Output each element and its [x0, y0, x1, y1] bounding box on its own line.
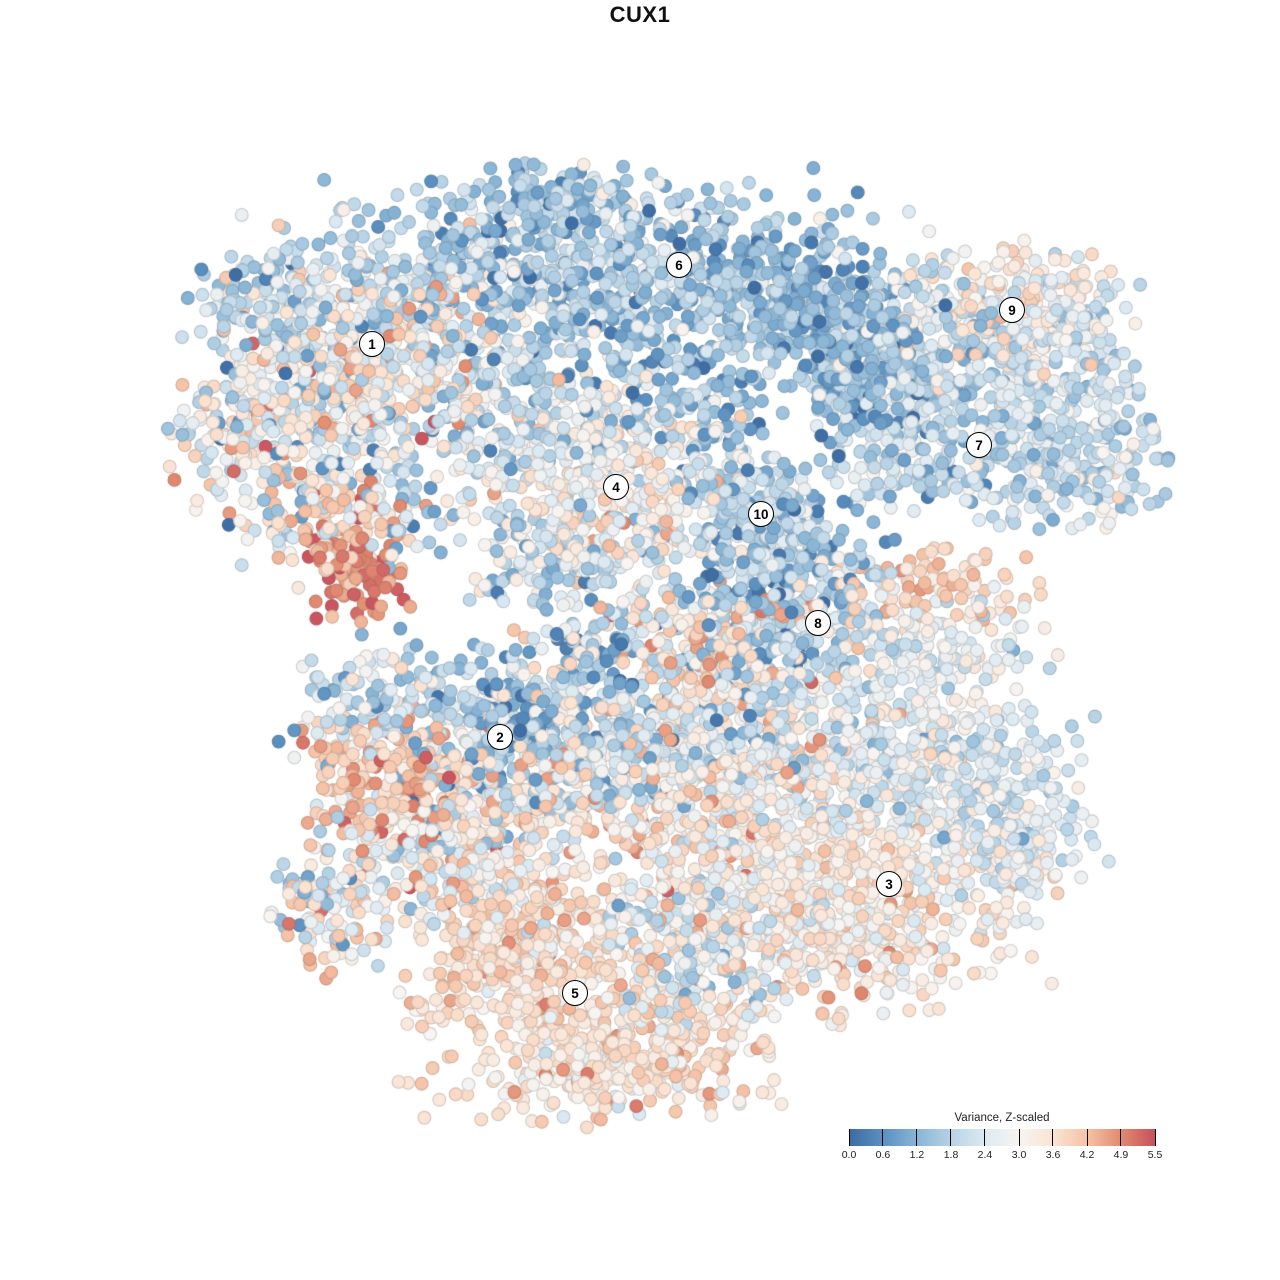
- colorbar-tickmark: [1018, 1129, 1020, 1146]
- colorbar-tick-labels: 0.0 0.6 1.2 1.8 2.4 3.0 3.6 4.2 4.9 5.5: [842, 1149, 1163, 1162]
- cluster-label-7: 7: [966, 432, 992, 458]
- colorbar-tick-label-2: 1.2: [909, 1149, 925, 1161]
- colorbar-tickmark: [1086, 1129, 1088, 1146]
- colorbar-tickmark: [916, 1129, 918, 1146]
- cluster-label-3: 3: [876, 871, 902, 897]
- cluster-label-5: 5: [562, 980, 588, 1006]
- colorbar-tick-label-1: 0.6: [875, 1149, 891, 1161]
- colorbar-tickmark: [1120, 1129, 1122, 1146]
- cluster-label-8: 8: [805, 610, 831, 636]
- colorbar-tick-label-7: 4.2: [1079, 1149, 1095, 1161]
- colorbar-tickmark: [1154, 1129, 1156, 1146]
- colorbar-tick-label-5: 3.0: [1011, 1149, 1027, 1161]
- colorbar-tickmark: [1052, 1129, 1054, 1146]
- colorbar-tickmark: [848, 1129, 850, 1146]
- colorbar-tick-label-0: 0.0: [841, 1149, 857, 1161]
- colorbar-tickmark: [882, 1129, 884, 1146]
- colorbar-tickmark: [984, 1129, 986, 1146]
- colorbar-tick-label-4: 2.4: [977, 1149, 993, 1161]
- colorbar-tick-label-8: 4.9: [1113, 1149, 1129, 1161]
- cluster-label-1: 1: [359, 331, 385, 357]
- cluster-label-4: 4: [603, 474, 629, 500]
- cluster-label-10: 10: [748, 501, 774, 527]
- cluster-label-2: 2: [487, 724, 513, 750]
- colorbar-tickmark: [950, 1129, 952, 1146]
- colorbar-tick-label-9: 5.5: [1147, 1149, 1163, 1161]
- cluster-label-9: 9: [999, 297, 1025, 323]
- colorbar-tick-label-3: 1.8: [943, 1149, 959, 1161]
- colorbar-tick-label-6: 3.6: [1045, 1149, 1061, 1161]
- cluster-label-6: 6: [666, 252, 692, 278]
- colorbar-title: Variance, Z-scaled: [954, 1112, 1050, 1124]
- colorbar-gradient: [848, 1129, 1156, 1146]
- colorbar-legend: Variance, Z-scaled 0.0 0.6 1.2 1.8 2.4 3…: [842, 1112, 1163, 1162]
